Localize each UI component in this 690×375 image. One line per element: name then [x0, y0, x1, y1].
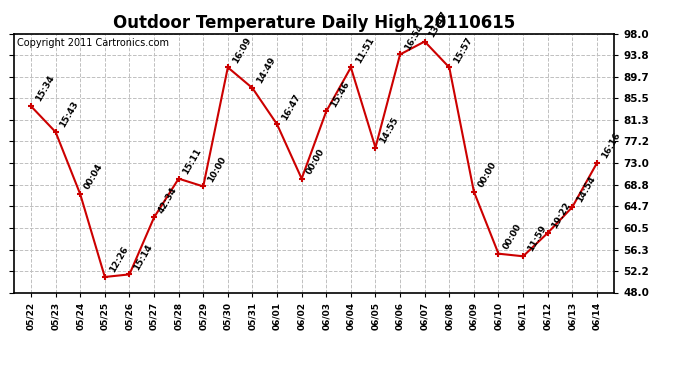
Text: 13:47: 13:47: [427, 9, 450, 39]
Text: 12:26: 12:26: [108, 245, 130, 274]
Text: 11:59: 11:59: [526, 224, 548, 254]
Text: 15:43: 15:43: [59, 100, 81, 129]
Text: 10:00: 10:00: [206, 154, 228, 184]
Text: 15:11: 15:11: [181, 147, 204, 176]
Text: 15:46: 15:46: [329, 79, 351, 109]
Text: 00:04: 00:04: [83, 162, 105, 191]
Text: 15:14: 15:14: [132, 242, 155, 272]
Text: 11:51: 11:51: [354, 35, 376, 64]
Text: 16:54: 16:54: [403, 22, 425, 52]
Text: 14:55: 14:55: [378, 116, 400, 145]
Text: 14:54: 14:54: [575, 175, 598, 204]
Text: 42:34: 42:34: [157, 185, 179, 214]
Text: 16:16: 16:16: [600, 131, 622, 160]
Text: 00:00: 00:00: [477, 160, 498, 189]
Text: 14:49: 14:49: [255, 56, 277, 85]
Text: 15:34: 15:34: [34, 74, 56, 104]
Text: 00:00: 00:00: [304, 147, 326, 176]
Text: Copyright 2011 Cartronics.com: Copyright 2011 Cartronics.com: [17, 38, 169, 48]
Text: 15:57: 15:57: [452, 35, 474, 64]
Text: 16:09: 16:09: [230, 35, 253, 64]
Text: 16:47: 16:47: [280, 92, 302, 122]
Text: 00:00: 00:00: [501, 222, 523, 251]
Title: Outdoor Temperature Daily High 20110615: Outdoor Temperature Daily High 20110615: [113, 14, 515, 32]
Text: 19:22: 19:22: [551, 201, 573, 230]
